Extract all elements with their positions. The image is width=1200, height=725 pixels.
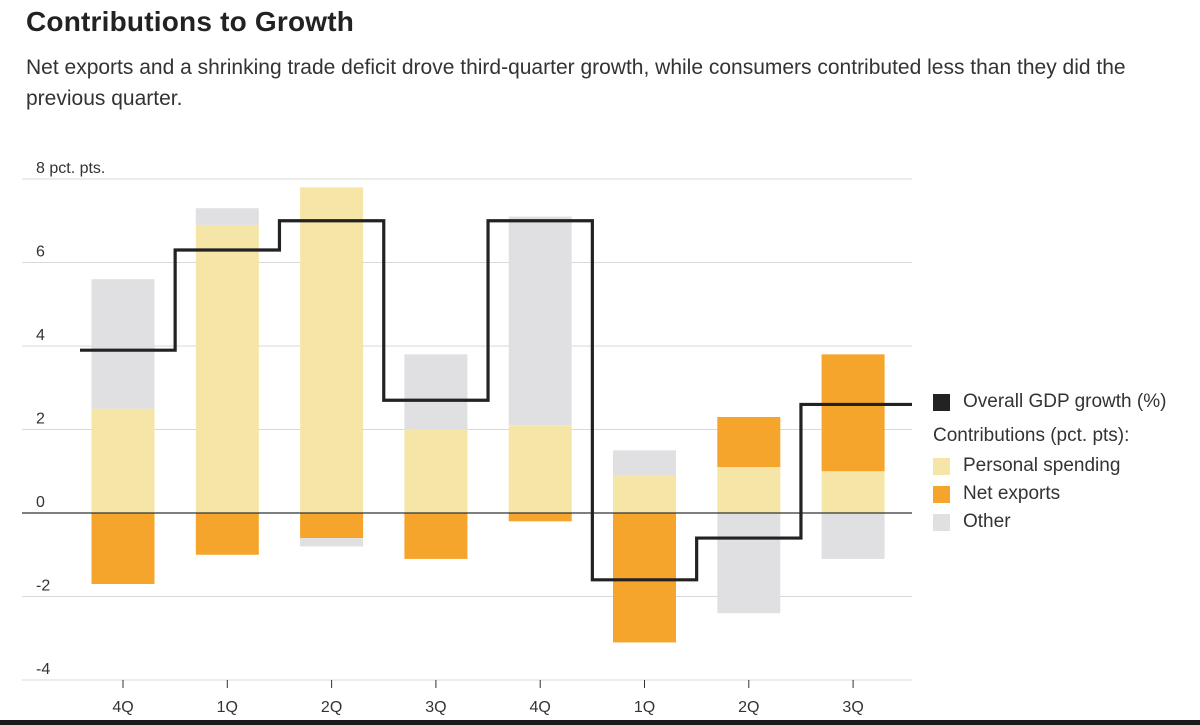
- bar-other: [300, 538, 364, 547]
- chart-title: Contributions to Growth: [26, 6, 355, 37]
- bar-other: [195, 208, 259, 225]
- x-tick-label: 3Q: [425, 699, 446, 716]
- bar-other: [404, 354, 468, 430]
- y-tick-label: 0: [36, 494, 45, 511]
- x-tick-label: 1Q: [634, 699, 655, 716]
- bar-net-exports: [613, 513, 676, 643]
- bar-other: [508, 216, 572, 426]
- bars: [91, 187, 885, 643]
- y-tick-label: 6: [36, 244, 45, 261]
- y-tick-label: -2: [36, 578, 50, 595]
- x-axis: 4Q 1Q 2Q 3Q 4Q 1Q 2Q 3Q: [112, 680, 864, 716]
- x-tick-label: 4Q: [530, 699, 551, 716]
- bar-net-exports: [404, 513, 468, 559]
- x-tick-label: 2Q: [321, 699, 342, 716]
- legend-gdp-swatch: [933, 393, 950, 411]
- bar-other: [821, 513, 885, 559]
- legend-gdp: Overall GDP growth (%): [933, 388, 1166, 416]
- legend: Overall GDP growth (%) Contributions (pc…: [933, 388, 1166, 536]
- bar-personal-spending: [91, 408, 155, 513]
- x-tick-label: 4Q: [112, 699, 133, 716]
- bar-personal-spending: [508, 425, 572, 513]
- bar-net-exports: [717, 416, 781, 468]
- legend-personal-spending: Personal spending: [933, 452, 1166, 480]
- bar-personal-spending: [821, 471, 885, 513]
- y-tick-label: 8 pct. pts.: [36, 160, 105, 177]
- x-tick-label: 1Q: [217, 699, 238, 716]
- y-tick-label: -4: [36, 661, 50, 678]
- legend-other-swatch: [933, 513, 950, 531]
- legend-personal-spending-swatch: [933, 457, 950, 475]
- bar-personal-spending: [300, 187, 364, 513]
- gdp-line: [80, 219, 912, 582]
- legend-personal-spending-label: Personal spending: [963, 455, 1121, 476]
- legend-net-exports-swatch: [933, 485, 950, 503]
- bar-other: [613, 450, 676, 476]
- bar-net-exports: [508, 513, 572, 522]
- bar-net-exports: [300, 513, 364, 539]
- legend-net-exports: Net exports: [933, 480, 1166, 508]
- legend-other: Other: [933, 508, 1166, 536]
- bar-personal-spending: [613, 475, 676, 513]
- bar-other: [717, 513, 781, 614]
- legend-gdp-label: Overall GDP growth (%): [963, 391, 1167, 412]
- bottom-border: [0, 720, 1200, 725]
- legend-other-label: Other: [963, 511, 1011, 532]
- legend-heading: Contributions (pct. pts):: [933, 425, 1130, 446]
- y-tick-label: 4: [36, 327, 45, 344]
- bar-net-exports: [195, 513, 259, 555]
- gdp-step-line: [80, 219, 912, 582]
- legend-net-exports-label: Net exports: [963, 483, 1061, 504]
- bar-personal-spending: [195, 224, 259, 514]
- bar-personal-spending: [404, 429, 468, 513]
- x-tick-label: 3Q: [842, 699, 863, 716]
- chart-subtitle: Net exports and a shrinking trade defici…: [26, 56, 1126, 110]
- bar-other: [91, 279, 155, 409]
- bar-net-exports: [91, 513, 155, 584]
- bar-personal-spending: [717, 467, 781, 513]
- x-tick-label: 2Q: [738, 699, 759, 716]
- y-tick-label: 2: [36, 411, 45, 428]
- bar-net-exports: [821, 354, 885, 472]
